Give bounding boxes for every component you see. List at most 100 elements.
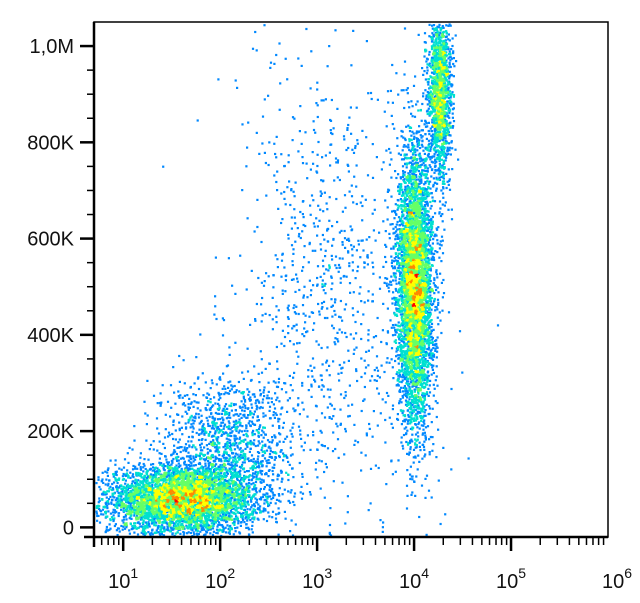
- data-point: [150, 481, 153, 484]
- data-point: [156, 467, 159, 470]
- data-point: [187, 496, 190, 499]
- data-point: [136, 518, 139, 521]
- data-point: [104, 531, 107, 534]
- data-point: [225, 493, 228, 496]
- data-point: [209, 461, 212, 464]
- data-point: [174, 473, 177, 476]
- data-point: [107, 482, 110, 485]
- data-point: [231, 511, 234, 514]
- data-point: [259, 511, 262, 514]
- data-point: [131, 506, 134, 509]
- data-point: [162, 499, 165, 502]
- data-point: [183, 488, 186, 491]
- data-point: [146, 476, 149, 479]
- data-point: [226, 496, 229, 499]
- data-point: [145, 532, 148, 535]
- data-point: [241, 489, 244, 492]
- data-point: [126, 498, 129, 501]
- data-point: [113, 509, 116, 512]
- data-point: [194, 474, 197, 477]
- data-point: [147, 490, 150, 493]
- data-point: [182, 504, 185, 507]
- data-point: [220, 494, 223, 497]
- data-point: [213, 472, 216, 475]
- data-point: [162, 468, 165, 471]
- data-point: [206, 452, 209, 455]
- data-point: [104, 502, 107, 505]
- data-point: [236, 498, 240, 501]
- data-point: [142, 516, 145, 519]
- data-point: [178, 521, 181, 524]
- data-point: [131, 493, 134, 496]
- data-point: [136, 486, 139, 490]
- data-point: [262, 510, 265, 513]
- data-point: [203, 498, 206, 502]
- data-point: [148, 523, 151, 526]
- data-point: [263, 486, 266, 489]
- data-point: [143, 491, 146, 494]
- data-point: [129, 497, 132, 500]
- data-point: [172, 509, 175, 512]
- data-point: [205, 512, 209, 515]
- data-point: [115, 473, 118, 477]
- data-point: [267, 495, 270, 498]
- data-point: [142, 477, 145, 480]
- data-point: [188, 523, 191, 526]
- data-point: [269, 501, 272, 504]
- data-point: [136, 496, 139, 499]
- data-point: [148, 508, 151, 511]
- data-point: [197, 479, 200, 482]
- data-point: [134, 488, 137, 491]
- data-point: [217, 490, 220, 493]
- data-point: [177, 525, 180, 528]
- data-point: [201, 514, 204, 517]
- data-point: [207, 524, 211, 527]
- data-point: [155, 524, 158, 527]
- data-point: [207, 513, 211, 516]
- data-point: [190, 526, 193, 529]
- data-point: [193, 507, 196, 510]
- data-point: [123, 527, 127, 530]
- data-point: [158, 495, 161, 498]
- data-point: [243, 470, 246, 473]
- data-point: [177, 477, 180, 480]
- data-point: [160, 497, 163, 500]
- data-point: [206, 487, 209, 490]
- data-point: [306, 434, 309, 437]
- data-point: [185, 499, 188, 502]
- data-point: [209, 532, 212, 535]
- data-point: [102, 481, 105, 484]
- data-point: [144, 527, 147, 530]
- data-point: [203, 492, 206, 495]
- data-point: [222, 515, 225, 518]
- data-point: [214, 498, 217, 501]
- data-point: [95, 510, 98, 513]
- data-point: [206, 495, 209, 498]
- data-point: [133, 522, 136, 525]
- data-point: [139, 511, 142, 514]
- data-point: [249, 519, 252, 522]
- data-point: [154, 485, 157, 488]
- data-point: [214, 473, 217, 476]
- data-point: [114, 463, 117, 466]
- data-point: [206, 517, 209, 520]
- data-point: [247, 489, 250, 492]
- data-point: [227, 481, 230, 484]
- data-point: [112, 475, 115, 478]
- data-point: [101, 498, 104, 501]
- data-point: [181, 496, 184, 499]
- data-point: [235, 518, 238, 521]
- data-point: [184, 476, 187, 479]
- data-point: [200, 480, 203, 483]
- data-point: [189, 498, 192, 502]
- data-point: [155, 521, 158, 524]
- data-point: [251, 512, 254, 515]
- data-point: [145, 423, 148, 426]
- data-point: [256, 517, 259, 520]
- data-point: [220, 529, 223, 532]
- data-point: [285, 471, 288, 474]
- data-point: [152, 463, 155, 466]
- data-point: [188, 512, 192, 515]
- data-point: [174, 532, 177, 535]
- data-point: [175, 514, 178, 517]
